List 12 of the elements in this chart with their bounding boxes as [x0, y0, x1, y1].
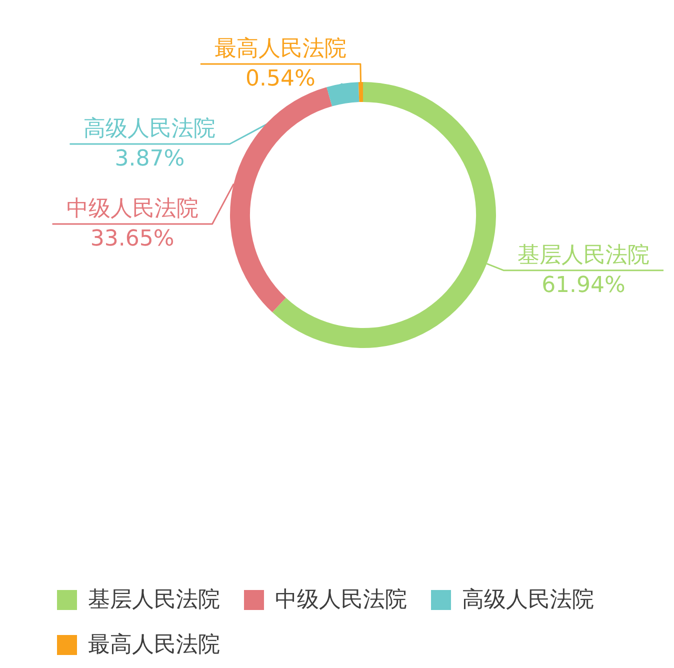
legend-label: 最高人民法院 [88, 632, 220, 658]
data-label: 3.87% [114, 146, 185, 172]
slice-label: 基层人民法院 [518, 243, 650, 268]
data-label: 0.54% [245, 66, 316, 92]
legend-label: 基层人民法院 [88, 588, 220, 613]
legend-label: 中级人民法院 [275, 588, 407, 613]
data-label: 33.65% [90, 226, 174, 252]
slice-label: 中级人民法院 [66, 196, 198, 222]
slice-label: 高级人民法院 [84, 116, 216, 142]
legend-label: 高级人民法院 [462, 588, 594, 613]
slice-label: 最高人民法院 [214, 36, 346, 62]
data-label: 61.94% [542, 273, 626, 298]
